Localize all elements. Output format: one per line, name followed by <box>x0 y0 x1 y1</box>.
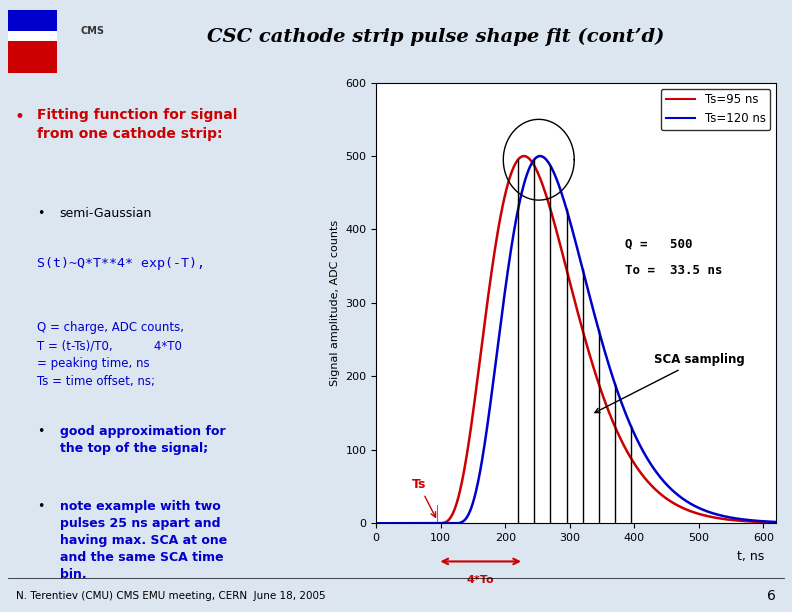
Text: 4*To: 4*To <box>467 575 494 584</box>
Text: S(t)~Q*T**4* exp(-T),: S(t)~Q*T**4* exp(-T), <box>37 257 205 270</box>
Text: Ts: Ts <box>412 478 436 517</box>
Text: Fitting function for signal
from one cathode strip:: Fitting function for signal from one cat… <box>37 108 238 141</box>
Text: good approximation for
the top of the signal;: good approximation for the top of the si… <box>59 425 225 455</box>
Text: CMS: CMS <box>80 26 105 35</box>
Bar <box>8 52 57 62</box>
Text: To =  33.5 ns: To = 33.5 ns <box>625 264 722 277</box>
Text: semi-Gaussian: semi-Gaussian <box>59 207 152 220</box>
Text: t, ns: t, ns <box>737 550 764 564</box>
Legend: Ts=95 ns, Ts=120 ns: Ts=95 ns, Ts=120 ns <box>661 89 771 130</box>
Text: •: • <box>15 108 25 126</box>
Text: •: • <box>37 425 44 438</box>
Text: N. Terentiev (CMU) CMS EMU meeting, CERN  June 18, 2005: N. Terentiev (CMU) CMS EMU meeting, CERN… <box>16 591 326 601</box>
Text: 6: 6 <box>767 589 776 603</box>
Text: Q =   500: Q = 500 <box>625 238 692 251</box>
Text: •: • <box>37 207 44 220</box>
Bar <box>8 41 57 52</box>
Bar <box>8 10 57 20</box>
Bar <box>8 31 57 42</box>
Bar <box>8 62 57 73</box>
Bar <box>8 20 57 31</box>
Y-axis label: Signal amplitude, ADC counts: Signal amplitude, ADC counts <box>329 220 340 386</box>
Text: SCA sampling: SCA sampling <box>595 353 744 412</box>
Text: Q = charge, ADC counts,
T = (t-Ts)/T0,           4*T0
= peaking time, ns
Ts = ti: Q = charge, ADC counts, T = (t-Ts)/T0, 4… <box>37 321 185 388</box>
Text: note example with two
pulses 25 ns apart and
having max. SCA at one
and the same: note example with two pulses 25 ns apart… <box>59 500 227 581</box>
Text: CSC cathode strip pulse shape fit (cont’d): CSC cathode strip pulse shape fit (cont’… <box>207 28 664 46</box>
Text: •: • <box>37 500 44 513</box>
